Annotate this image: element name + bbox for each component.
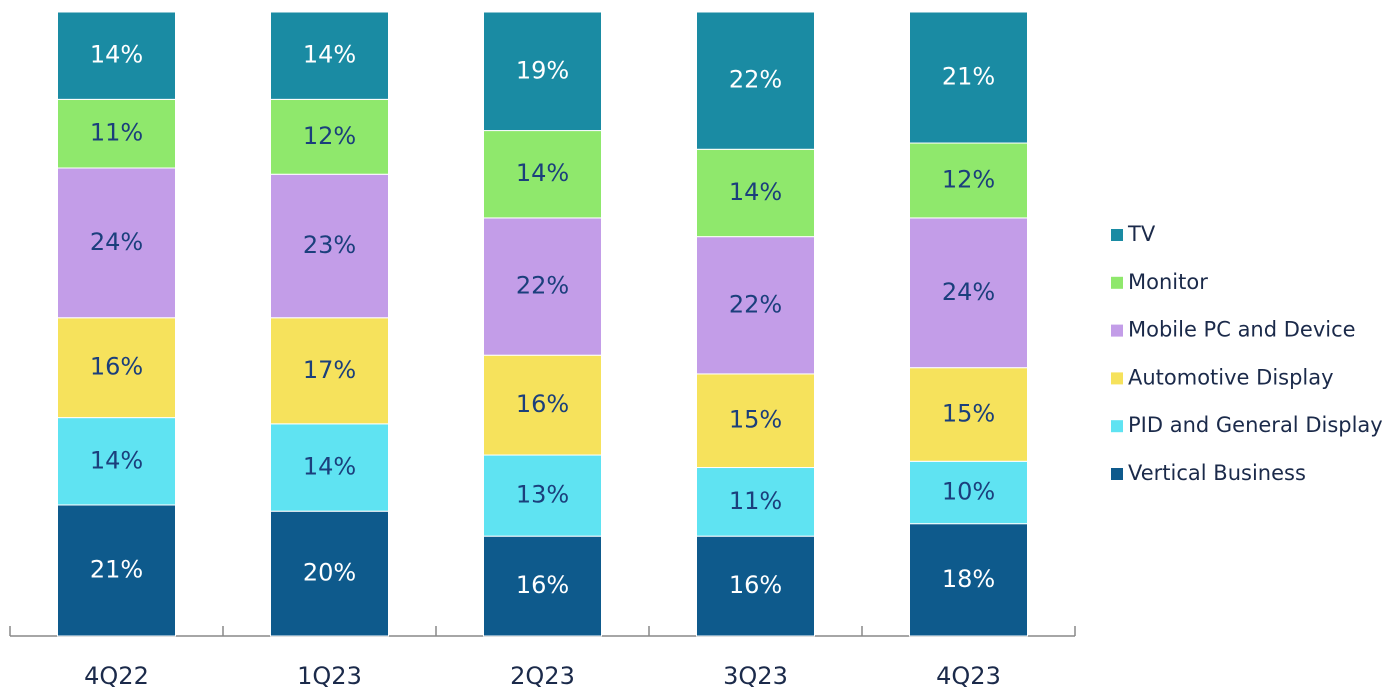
legend-swatch (1111, 276, 1123, 289)
data-label: 14% (303, 453, 356, 481)
x-tick-label: 4Q22 (84, 662, 149, 690)
bar-segment (57, 417, 176, 506)
legend-swatch (1111, 468, 1123, 480)
bar-segment (909, 217, 1028, 369)
bar-segment (483, 454, 602, 537)
legend-label: Automotive Display (1128, 365, 1334, 389)
bar-segment (270, 317, 389, 425)
data-label: 12% (303, 122, 356, 150)
legend-label: Vertical Business (1128, 461, 1306, 485)
data-label: 23% (303, 231, 356, 259)
bar-segment (696, 373, 815, 469)
data-label: 14% (303, 41, 356, 69)
bar-segment (57, 167, 176, 319)
bar-segment (909, 142, 1028, 219)
axis-ticks (9, 626, 1076, 636)
data-label: 14% (516, 159, 569, 187)
bar-segment (483, 354, 602, 456)
legend-swatch (1111, 229, 1123, 241)
data-label: 10% (942, 477, 995, 505)
bar-segment (696, 236, 815, 375)
data-label: 16% (90, 353, 143, 381)
data-label: 16% (516, 571, 569, 599)
data-label: 22% (516, 272, 569, 300)
bar-segment (696, 467, 815, 537)
data-label: 18% (942, 565, 995, 593)
bar-segment (909, 11, 1028, 144)
data-label: 20% (303, 559, 356, 587)
bar-segment (57, 11, 176, 100)
legend-label: PID and General Display (1128, 413, 1383, 437)
bar-segment (270, 423, 389, 512)
data-label: 14% (90, 446, 143, 474)
bar-segment (57, 317, 176, 419)
x-tick-label: 3Q23 (723, 662, 788, 690)
data-label: 19% (516, 56, 569, 84)
data-label: 14% (729, 178, 782, 206)
data-label: 22% (729, 290, 782, 318)
data-label: 15% (942, 399, 995, 427)
data-label: 24% (90, 228, 143, 256)
bar-segment (270, 98, 389, 175)
data-label: 22% (729, 66, 782, 94)
legend-swatch (1111, 420, 1123, 433)
data-label: 17% (303, 356, 356, 384)
bar-segment (57, 98, 176, 169)
bar-segment (696, 11, 815, 150)
bar-segment (270, 510, 389, 637)
bar-segment (483, 11, 602, 132)
data-label: 21% (942, 63, 995, 91)
legend-label: Monitor (1128, 270, 1208, 294)
data-label: 13% (516, 481, 569, 509)
data-label: 24% (942, 278, 995, 306)
data-label: 11% (729, 487, 782, 515)
data-label: 16% (516, 390, 569, 418)
x-tick-label: 1Q23 (297, 662, 362, 690)
data-label: 16% (729, 571, 782, 599)
bar-segment (270, 173, 389, 319)
x-tick-label: 2Q23 (510, 662, 575, 690)
legend-swatch (1111, 372, 1123, 385)
bar-segment (57, 504, 176, 637)
legend-swatch (1111, 324, 1123, 337)
legend-label: TV (1127, 222, 1156, 246)
bar-segment (696, 535, 815, 637)
data-label: 15% (729, 406, 782, 434)
data-label: 11% (90, 119, 143, 147)
bar-segment (696, 148, 815, 238)
bar-segment (483, 217, 602, 356)
legend-label: Mobile PC and Device (1128, 318, 1356, 342)
bar-segment (483, 130, 602, 219)
x-tick-label: 4Q23 (936, 662, 1001, 690)
bar-segment (483, 535, 602, 637)
data-label: 14% (90, 41, 143, 69)
data-label: 12% (942, 165, 995, 193)
data-label: 21% (90, 555, 143, 583)
bar-segment (270, 11, 389, 100)
bar-segment (909, 523, 1028, 637)
